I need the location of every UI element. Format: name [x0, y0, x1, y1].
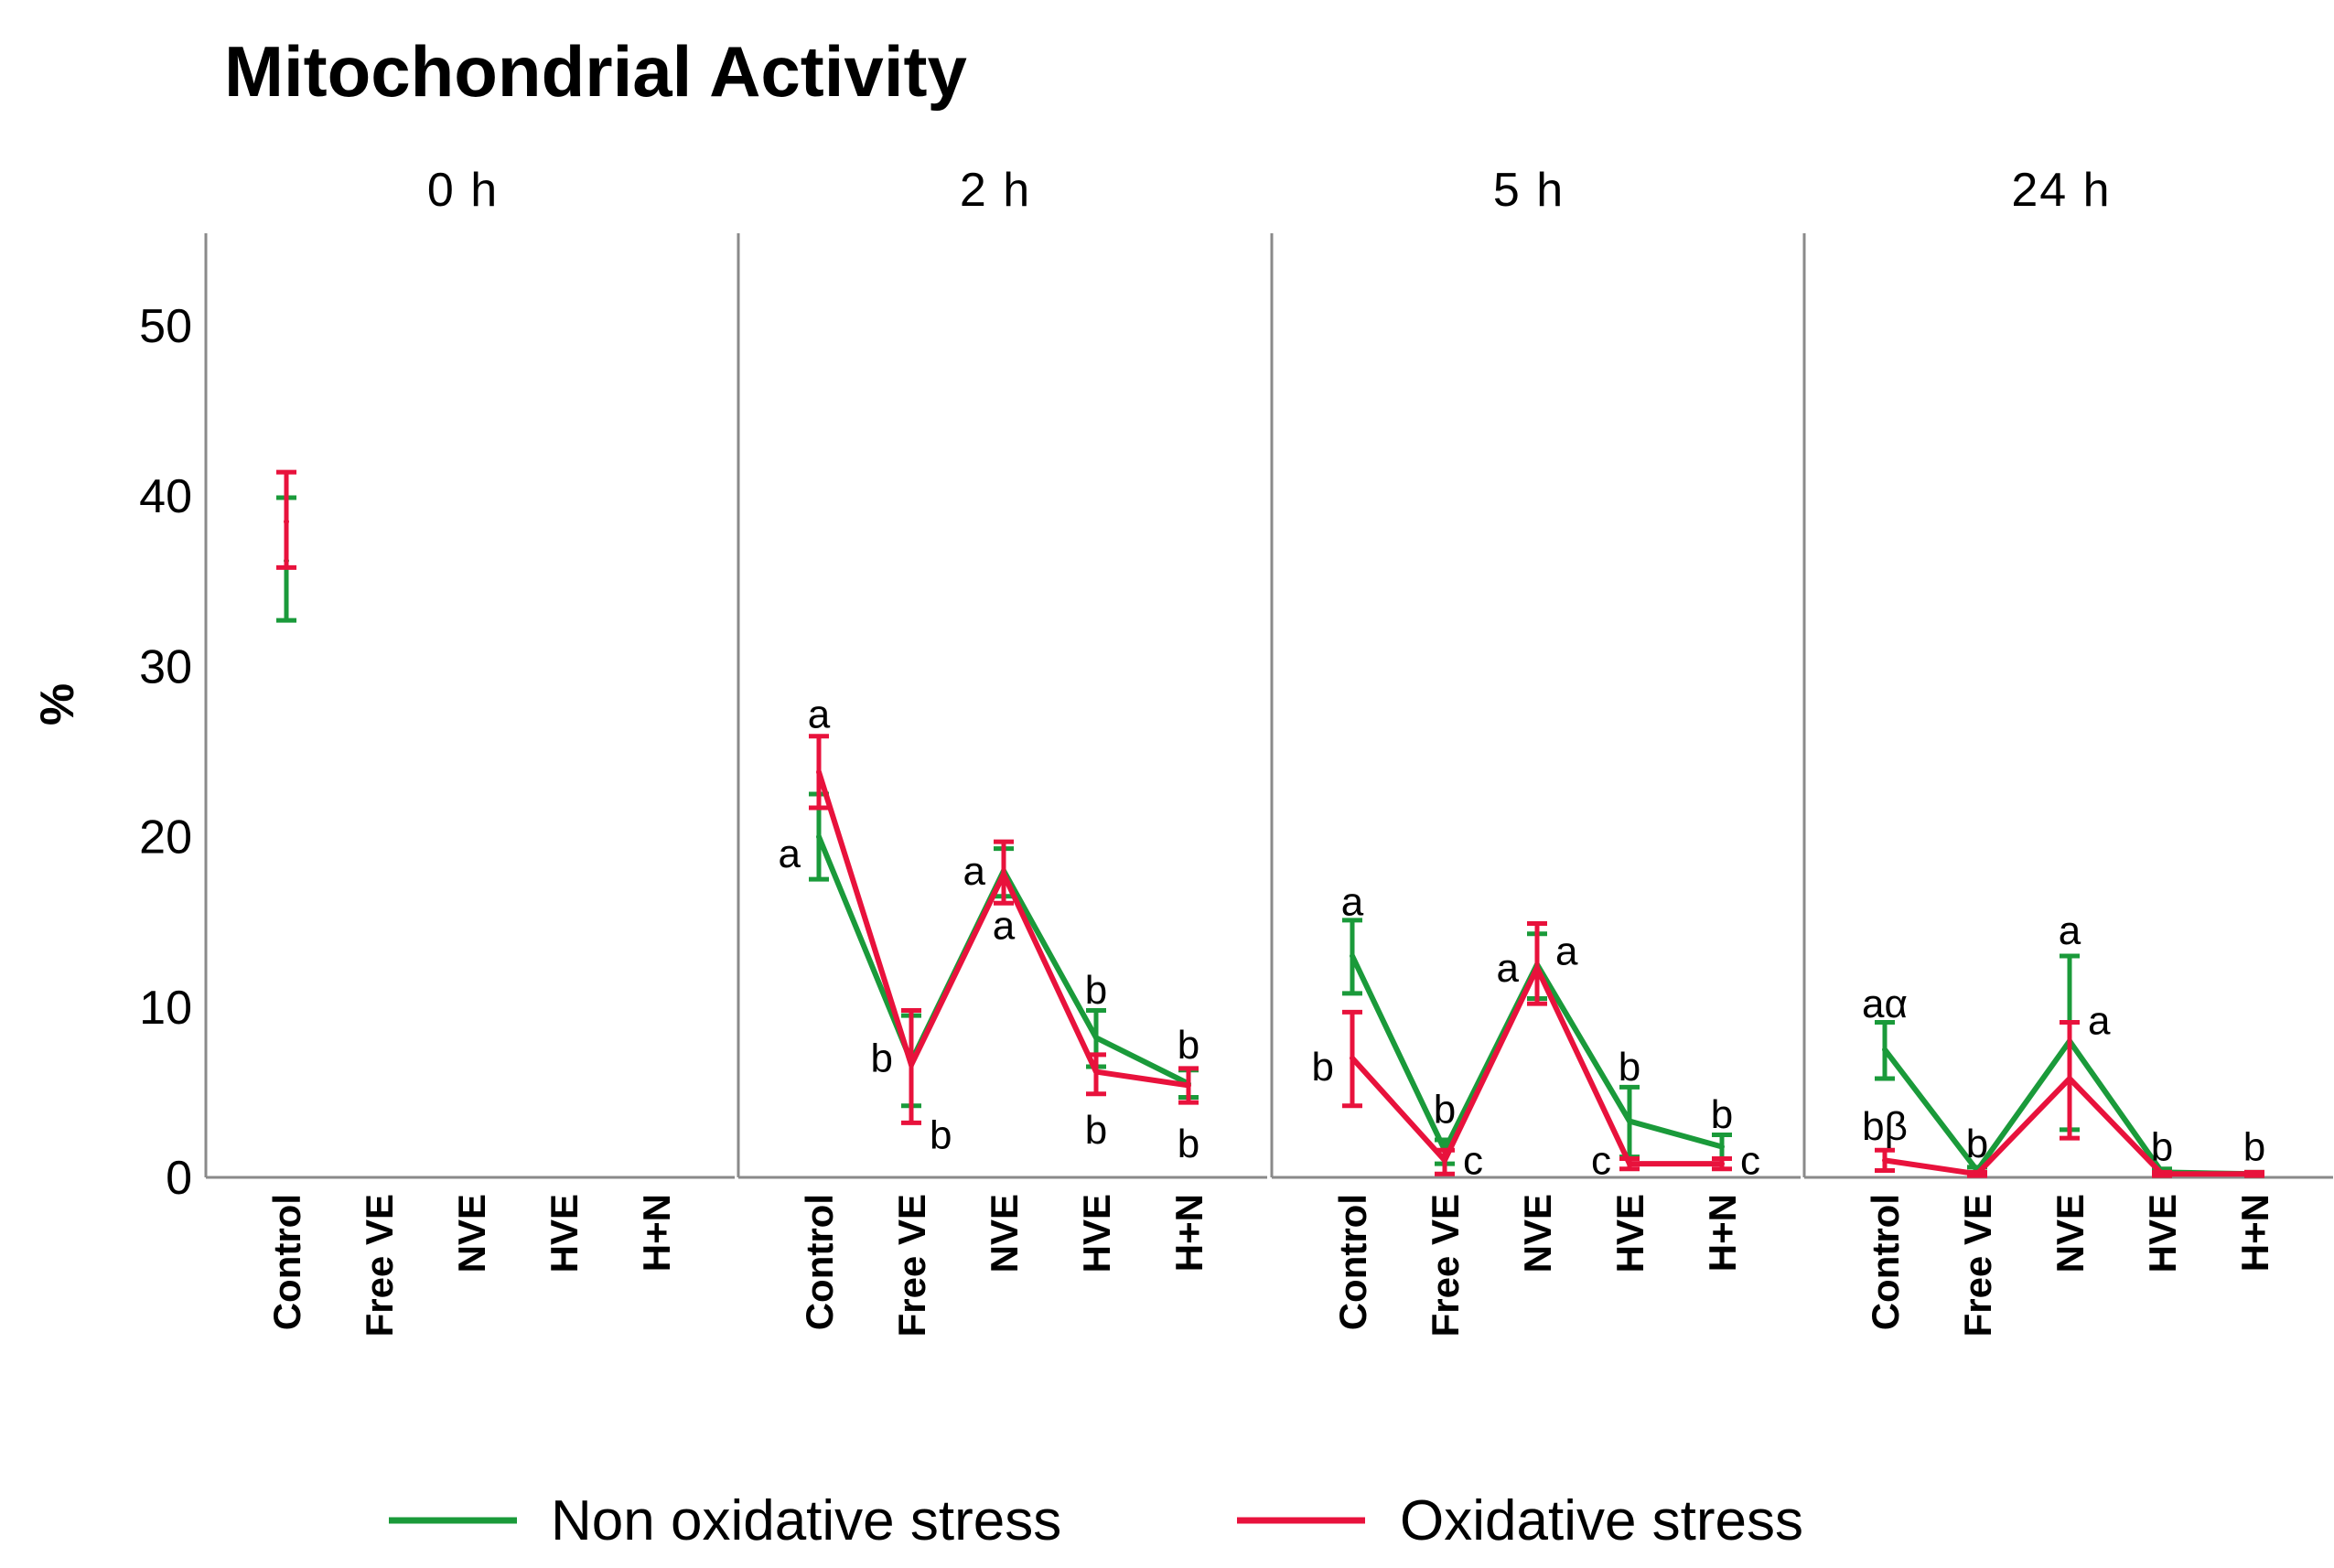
x-tick-label: HVE	[543, 1194, 586, 1273]
panel-title: 2 h	[960, 164, 1031, 217]
significance-label: a	[1497, 946, 1520, 991]
y-tick-label: 50	[139, 300, 192, 353]
panel-0h: 0 h Control Free VE NVE HVE H+N	[204, 164, 735, 1337]
significance-label: b	[2151, 1124, 2173, 1169]
x-tick-label: Control	[798, 1194, 841, 1330]
y-tick-label: 10	[139, 982, 192, 1035]
x-tick-label: Free VE	[1956, 1194, 1999, 1337]
data-point-oxidative-stress	[1350, 1055, 1355, 1061]
significance-label: a	[808, 693, 831, 737]
significance-label: b	[1178, 1122, 1199, 1166]
x-tick-label: H+N	[2233, 1194, 2276, 1272]
significance-label: b	[1966, 1122, 1988, 1166]
significance-label: a	[993, 903, 1016, 948]
data-point-oxidative-stress	[1882, 1157, 1888, 1164]
x-tick-label: NVE	[450, 1194, 493, 1273]
significance-label: b	[1312, 1045, 1334, 1090]
significance-label: a	[779, 832, 801, 876]
significance-label: b	[1711, 1092, 1733, 1137]
data-point-oxidative-stress	[1186, 1082, 1191, 1089]
significance-label: b	[1434, 1088, 1456, 1133]
x-tick-label: Free VE	[358, 1194, 401, 1337]
significance-label: b	[1085, 1108, 1107, 1153]
x-tick-label: H+N	[635, 1194, 678, 1272]
significance-label: c	[1463, 1138, 1483, 1183]
x-tick-label: Control	[265, 1194, 308, 1330]
x-tick-label: HVE	[1608, 1194, 1651, 1273]
x-tick-label: Control	[1864, 1194, 1907, 1330]
significance-label: b	[1085, 968, 1107, 1013]
facet-panels: 0 h Control Free VE NVE HVE H+N 2 h Control Free…	[204, 164, 2333, 1337]
x-tick-label: Control	[1331, 1194, 1374, 1330]
significance-label: a	[2088, 999, 2111, 1044]
significance-label: b	[1178, 1023, 1199, 1068]
data-point-oxidative-stress	[1093, 1069, 1099, 1075]
legend-label-oxidative: Oxidative stress	[1400, 1489, 1803, 1552]
x-tick-label: H+N	[1167, 1194, 1210, 1272]
significance-label: c	[1740, 1138, 1760, 1183]
data-point-non-oxidative-stress	[1882, 1047, 1888, 1053]
x-tick-label: H+N	[1701, 1194, 1744, 1272]
data-point-non-oxidative-stress	[1627, 1118, 1632, 1124]
x-tick-label: HVE	[1075, 1194, 1118, 1273]
significance-label: a	[2059, 908, 2081, 953]
y-tick-label: 40	[139, 470, 192, 523]
data-point-non-oxidative-stress	[1350, 952, 1355, 959]
chart-title: Mitochondrial Activity	[224, 31, 967, 112]
significance-label: b	[1619, 1045, 1640, 1090]
data-point-non-oxidative-stress	[1093, 1035, 1099, 1041]
panel-title: 0 h	[427, 164, 499, 217]
data-point-oxidative-stress	[909, 1062, 914, 1069]
significance-label: a	[963, 849, 986, 894]
data-point-oxidative-stress	[2067, 1076, 2072, 1082]
data-point-oxidative-stress	[816, 768, 822, 775]
significance-label: b	[871, 1036, 893, 1081]
significance-label: b	[930, 1112, 952, 1157]
x-tick-label: Free VE	[890, 1194, 933, 1337]
data-point-oxidative-stress	[1974, 1171, 1980, 1177]
data-point-non-oxidative-stress	[1719, 1144, 1725, 1150]
data-point-oxidative-stress	[1001, 871, 1006, 877]
x-tick-label: HVE	[2141, 1194, 2184, 1273]
error-bar-oxidative-stress	[1527, 921, 1547, 1006]
significance-label: aα	[1862, 982, 1908, 1026]
x-tick-label: NVE	[1516, 1194, 1559, 1273]
data-point-oxidative-stress	[2252, 1171, 2257, 1177]
y-tick-label: 20	[139, 811, 192, 865]
data-point-oxidative-stress	[1627, 1161, 1632, 1167]
data-point-oxidative-stress	[1719, 1161, 1725, 1167]
significance-label: c	[1591, 1138, 1611, 1183]
legend: Non oxidative stress Oxidative stress	[389, 1489, 1803, 1552]
panel-title: 24 h	[2011, 164, 2111, 217]
x-tick-label: Free VE	[1424, 1194, 1467, 1337]
data-point-oxidative-stress	[1534, 964, 1540, 971]
y-axis-ticks: 0 10 20 30 40 50	[139, 300, 192, 1205]
significance-label: bβ	[1862, 1104, 1908, 1149]
panel-24h: 24 h Control Free VE NVE HVE H+N aα bβ b a a b b	[1802, 164, 2333, 1337]
data-point-non-oxidative-stress	[816, 833, 822, 840]
x-tick-label: NVE	[2049, 1194, 2092, 1273]
data-point-oxidative-stress	[1442, 1157, 1447, 1164]
legend-label-non-oxidative: Non oxidative stress	[551, 1489, 1061, 1552]
data-point-oxidative-stress	[284, 519, 289, 525]
y-tick-label: 30	[139, 640, 192, 693]
panel-title: 5 h	[1493, 164, 1565, 217]
significance-label: a	[1341, 879, 1364, 924]
significance-label: b	[2243, 1124, 2265, 1169]
y-axis-label: %	[31, 683, 84, 725]
data-point-oxidative-stress	[2159, 1171, 2165, 1177]
x-tick-label: NVE	[983, 1194, 1026, 1273]
significance-label: a	[1555, 929, 1578, 973]
y-tick-label: 0	[166, 1152, 192, 1205]
